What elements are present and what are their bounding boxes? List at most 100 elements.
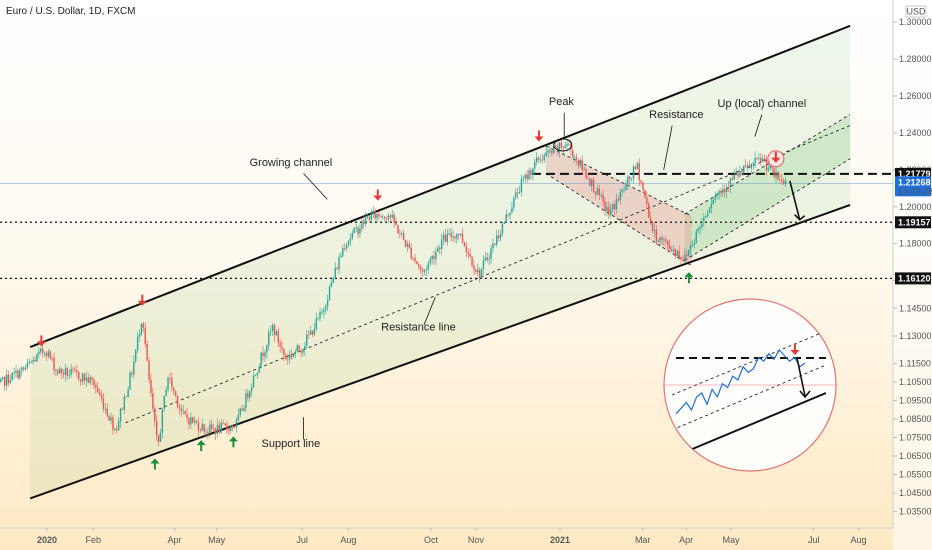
candle-body — [247, 393, 249, 398]
candle-body — [188, 418, 190, 425]
candle-body — [537, 157, 540, 160]
inset-projection-arrowhead — [799, 390, 811, 399]
y-tick-label: 1.14500 — [899, 303, 932, 313]
candle-body — [589, 178, 591, 186]
candle-body — [374, 210, 376, 219]
candle-body — [771, 165, 773, 169]
candle-body — [693, 242, 696, 245]
candle-body — [781, 180, 783, 181]
candle-body — [380, 216, 382, 218]
candle-body — [287, 358, 289, 360]
candle-body — [469, 253, 471, 257]
level-tag-1 — [895, 216, 931, 229]
candle-body — [414, 258, 416, 262]
candle-body — [150, 379, 152, 394]
candle-body — [496, 235, 498, 245]
annotation-pointer-3 — [303, 173, 328, 200]
candle-body — [689, 245, 692, 251]
candle-body — [708, 208, 711, 214]
candle-body — [583, 169, 585, 170]
candle-body — [737, 172, 739, 177]
candle-body — [661, 237, 663, 240]
signal-down-arrow — [771, 151, 781, 163]
candle-body — [524, 174, 526, 179]
candle-body — [644, 190, 646, 198]
currency-label: USD — [906, 7, 926, 17]
candle-body — [724, 189, 726, 192]
candle-body — [513, 197, 515, 208]
inset-price-line — [675, 348, 806, 415]
candle-body — [748, 165, 751, 169]
candle-body — [522, 178, 525, 180]
candle-body — [190, 417, 192, 425]
candle-body — [38, 351, 40, 355]
candle-body — [154, 408, 156, 421]
candle-body — [564, 145, 566, 149]
candle-body — [581, 160, 583, 170]
y-tick-label: 1.30000 — [899, 17, 932, 27]
candle-body — [133, 361, 135, 375]
candle-body — [385, 218, 388, 220]
candle-body — [243, 407, 245, 411]
candle-body — [40, 348, 42, 352]
y-tick-label: 1.20000 — [899, 202, 932, 212]
inset-down-arrow — [790, 344, 800, 355]
candle-body — [307, 334, 310, 336]
candle-body — [420, 267, 422, 270]
candle-body — [178, 406, 181, 409]
candle-body — [182, 410, 184, 412]
annotation-label-3: Growing channel — [250, 157, 333, 169]
candle-body — [448, 233, 450, 235]
candle-body — [716, 194, 718, 196]
candle-body — [739, 170, 741, 177]
candle-body — [532, 168, 534, 176]
x-tick-label: 2021 — [550, 535, 570, 545]
candle-body — [684, 254, 686, 260]
candle-body — [720, 191, 722, 193]
candle-body — [148, 360, 150, 380]
candle-body — [775, 172, 777, 177]
currency-box — [905, 5, 927, 18]
candle-body — [528, 170, 530, 180]
candle-body — [34, 359, 36, 362]
candle-body — [404, 239, 407, 247]
candle-body — [218, 424, 221, 433]
candle-body — [760, 157, 762, 162]
candle-body — [277, 331, 279, 343]
candles — [0, 139, 787, 447]
annotation-label-4: Resistance line — [381, 321, 456, 333]
candle-body — [104, 408, 107, 410]
candle-body — [262, 352, 264, 357]
candle-body — [279, 342, 281, 347]
candle-body — [625, 183, 627, 190]
candle-body — [78, 372, 80, 380]
candle-body — [85, 377, 88, 381]
candle-body — [59, 368, 61, 374]
candle-body — [621, 189, 623, 192]
candle-body — [91, 377, 93, 380]
candle-body — [667, 240, 669, 246]
candle-body — [444, 234, 447, 242]
price-axis: 1.03500 1.04500 1.05500 1.06500 1.07500 1.085… — [892, 0, 932, 550]
candle-body — [471, 256, 473, 266]
candle-body — [399, 233, 401, 235]
candle-body — [465, 246, 468, 253]
candle-body — [43, 352, 46, 354]
candle-body — [591, 179, 593, 186]
candle-body — [473, 265, 475, 270]
candle-body — [89, 377, 91, 383]
candle-body — [680, 256, 682, 259]
candle-body — [197, 422, 200, 431]
x-tick-label: May — [722, 535, 740, 545]
candle-body — [269, 330, 272, 332]
candle-body — [252, 375, 255, 388]
candle-body — [573, 157, 576, 159]
candle-body — [294, 351, 297, 354]
candle-body — [657, 241, 659, 242]
candle-body — [767, 168, 770, 171]
candle-body — [256, 372, 259, 376]
x-tick-label: Oct — [424, 535, 439, 545]
candle-body — [431, 255, 433, 260]
candle-body — [161, 408, 164, 433]
